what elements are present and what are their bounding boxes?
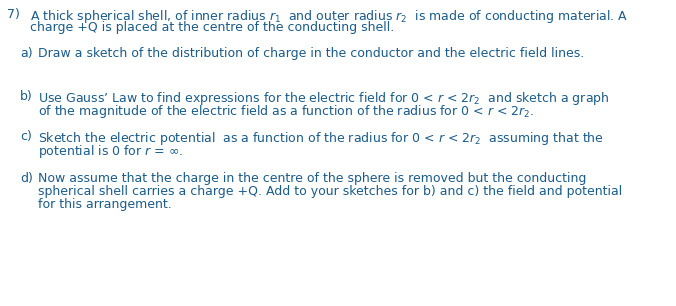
Text: A thick spherical shell, of inner radius $r_1$  and outer radius $r_2$  is made : A thick spherical shell, of inner radius…	[30, 8, 628, 25]
Text: b): b)	[20, 90, 32, 103]
Text: Sketch the electric potential  as a function of the radius for 0 < $r$ < 2$r_2$ : Sketch the electric potential as a funct…	[38, 130, 604, 147]
Text: of the magnitude of the electric field as a function of the radius for 0 < $r$ <: of the magnitude of the electric field a…	[38, 103, 534, 120]
Text: potential is 0 for $r$ = $\infty$.: potential is 0 for $r$ = $\infty$.	[38, 143, 183, 160]
Text: Now assume that the charge in the centre of the sphere is removed but the conduc: Now assume that the charge in the centre…	[38, 172, 586, 185]
Text: Use Gauss’ Law to find expressions for the electric field for 0 < $r$ < 2$r_2$  : Use Gauss’ Law to find expressions for t…	[38, 90, 610, 107]
Text: charge +Q is placed at the centre of the conducting shell.: charge +Q is placed at the centre of the…	[30, 21, 394, 34]
Text: c): c)	[20, 130, 32, 143]
Text: for this arrangement.: for this arrangement.	[38, 198, 172, 211]
Text: spherical shell carries a charge +Q. Add to your sketches for b) and c) the fiel: spherical shell carries a charge +Q. Add…	[38, 185, 622, 198]
Text: Draw a sketch of the distribution of charge in the conductor and the electric fi: Draw a sketch of the distribution of cha…	[38, 47, 584, 60]
Text: 7): 7)	[7, 8, 20, 21]
Text: d): d)	[20, 172, 33, 185]
Text: a): a)	[20, 47, 32, 60]
